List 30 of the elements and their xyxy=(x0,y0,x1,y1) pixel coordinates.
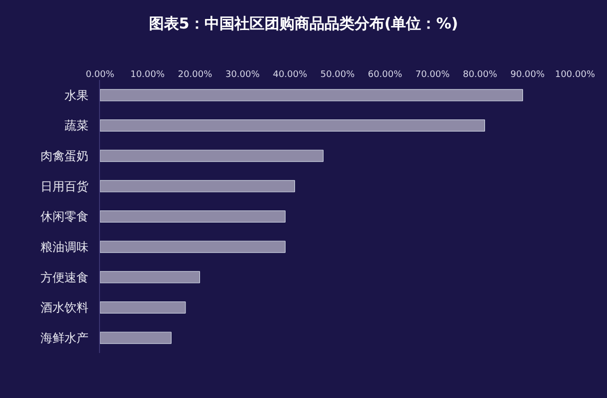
x-tick-label: 40.00% xyxy=(272,70,308,80)
bar xyxy=(100,301,186,314)
x-tick-label: 90.00% xyxy=(510,70,546,80)
x-tick-label: 30.00% xyxy=(225,70,260,80)
bar xyxy=(100,180,295,192)
bar xyxy=(100,119,485,132)
x-tick-label: 50.00% xyxy=(320,70,356,80)
x-tick-label: 80.00% xyxy=(462,70,498,80)
x-tick-label: 100.00% xyxy=(554,70,596,80)
y-tick-label: 方便速食 xyxy=(40,270,89,284)
x-tick-label: 0.00% xyxy=(86,70,115,80)
y-tick-label: 肉禽蛋奶 xyxy=(40,149,89,164)
y-tick-label: 蔬菜 xyxy=(64,118,89,133)
chart-title: 图表5：中国社区团购商品品类分布(单位：%) xyxy=(148,14,458,32)
y-tick-label: 休闲零食 xyxy=(40,210,89,224)
y-tick-label: 酒水饮料 xyxy=(40,300,89,315)
y-tick-label: 粮油调味 xyxy=(40,240,89,254)
y-tick-label: 水果 xyxy=(64,88,89,102)
y-tick-label: 日用百货 xyxy=(40,179,89,194)
bar xyxy=(100,271,200,284)
x-tick-label: 10.00% xyxy=(130,70,166,80)
x-tick-label: 20.00% xyxy=(178,70,213,80)
bar xyxy=(100,332,172,344)
x-tick-label: 70.00% xyxy=(415,70,450,80)
bar xyxy=(100,89,523,102)
bar xyxy=(100,210,286,223)
bar xyxy=(100,150,324,162)
bar xyxy=(100,240,286,253)
x-tick-label: 60.00% xyxy=(368,70,403,80)
y-tick-label: 海鲜水产 xyxy=(40,331,89,346)
